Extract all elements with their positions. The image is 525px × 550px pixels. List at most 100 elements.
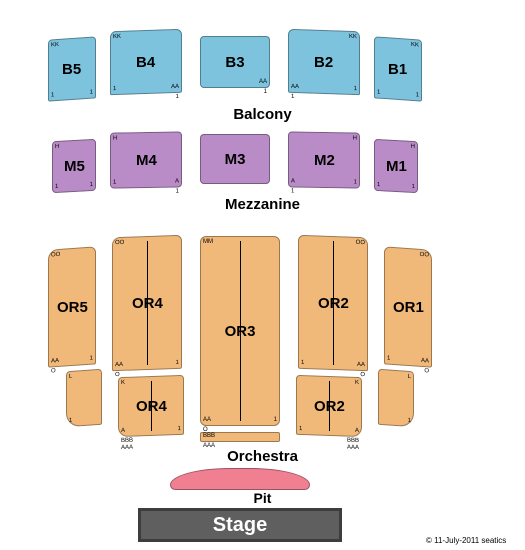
row-marker: BBB: [203, 433, 215, 439]
section-orchestra_lower-0[interactable]: L1: [66, 369, 102, 428]
orchestra-tier-label: Orchestra: [227, 448, 298, 465]
row-marker: O: [360, 372, 365, 378]
row-marker: AA: [259, 79, 267, 85]
section-M2[interactable]: M2HA11: [288, 131, 360, 188]
row-marker: A: [355, 428, 359, 434]
aisle-line: [329, 381, 330, 431]
row-marker: MM: [203, 239, 213, 245]
row-marker: 1: [377, 182, 380, 188]
row-marker: OO: [420, 252, 429, 259]
row-marker: BBB: [347, 438, 359, 444]
section-label: M4: [136, 152, 157, 169]
row-marker: A: [291, 178, 295, 184]
aisle-line: [240, 241, 241, 421]
row-marker: 1: [408, 418, 411, 424]
section-OR3[interactable]: OR3MMAA1O: [200, 236, 280, 426]
section-label: M3: [225, 151, 246, 168]
section-label: OR5: [57, 299, 88, 316]
row-marker: OO: [356, 240, 365, 246]
row-marker: 1: [113, 180, 116, 186]
row-marker: H: [55, 144, 59, 150]
row-marker: 1: [178, 426, 181, 432]
section-OR1[interactable]: OR1OO1AAO: [384, 246, 432, 367]
row-marker: H: [411, 144, 415, 150]
row-marker: O: [424, 368, 429, 374]
aisle-line: [151, 381, 152, 431]
row-marker: 1: [416, 92, 419, 98]
aisle-line: [333, 241, 334, 365]
section-B2[interactable]: B2KKAA11: [288, 29, 360, 96]
section-orchestra_lower-2[interactable]: BBBAAA: [200, 432, 280, 442]
row-marker: OO: [115, 240, 124, 246]
section-OR4[interactable]: OR4KA1BBBAAA: [118, 375, 184, 437]
section-B3[interactable]: B3AA1: [200, 36, 270, 88]
section-OR2[interactable]: OR2K1ABBBAAA: [296, 375, 362, 437]
row-marker: L: [408, 374, 411, 380]
section-OR4[interactable]: OR4OOAA1O: [112, 235, 182, 371]
pit-section[interactable]: [170, 468, 310, 490]
row-marker: AAA: [347, 445, 359, 451]
row-marker: 1: [301, 360, 304, 366]
row-marker: 1: [90, 356, 93, 362]
row-marker: 1: [51, 92, 54, 98]
section-OR5[interactable]: OR5OOAA1O: [48, 246, 96, 367]
section-orchestra_lower-4[interactable]: L1: [378, 369, 414, 428]
section-label: M5: [64, 158, 85, 175]
row-marker: AA: [421, 358, 429, 365]
row-marker: 1: [291, 94, 294, 100]
row-marker: 1: [176, 94, 179, 100]
section-label: B4: [136, 54, 155, 71]
row-marker: 1: [55, 184, 58, 190]
row-marker: AA: [171, 84, 179, 90]
row-marker: KK: [113, 34, 121, 40]
section-OR2[interactable]: OR2OO1AAO: [298, 235, 368, 371]
pit-label: Pit: [254, 490, 272, 506]
seating-chart: Balcony Mezzanine Orchestra B5KK11B4KK1A…: [0, 0, 525, 550]
section-B4[interactable]: B4KK1AA1: [110, 29, 182, 96]
row-marker: 1: [264, 89, 267, 95]
section-label: M2: [314, 152, 335, 169]
row-marker: KK: [411, 42, 419, 49]
row-marker: OO: [51, 252, 60, 259]
section-M4[interactable]: M4H1A1: [110, 131, 182, 188]
row-marker: KK: [51, 42, 59, 49]
section-B1[interactable]: B1KK11: [374, 36, 422, 101]
row-marker: AA: [357, 362, 365, 368]
row-marker: KK: [349, 34, 357, 40]
row-marker: H: [353, 136, 357, 142]
stage-label: Stage: [213, 514, 267, 537]
row-marker: AAA: [203, 443, 215, 449]
row-marker: 1: [176, 188, 179, 194]
row-marker: 1: [412, 184, 415, 190]
section-label: B2: [314, 54, 333, 71]
row-marker: AA: [203, 417, 211, 423]
row-marker: 1: [69, 418, 72, 424]
row-marker: K: [355, 380, 359, 386]
row-marker: 1: [113, 86, 116, 92]
stage: Stage: [138, 508, 342, 542]
row-marker: 1: [354, 180, 357, 186]
row-marker: 1: [291, 188, 294, 194]
row-marker: 1: [90, 182, 93, 188]
section-label: B3: [225, 54, 244, 71]
row-marker: 1: [274, 417, 277, 423]
row-marker: AA: [115, 362, 123, 368]
row-marker: L: [69, 374, 72, 380]
row-marker: 1: [176, 360, 179, 366]
row-marker: AA: [291, 84, 299, 90]
row-marker: A: [175, 178, 179, 184]
section-M1[interactable]: M1H11: [374, 139, 418, 193]
section-M5[interactable]: M5 H 1 1: [52, 139, 96, 193]
row-marker: O: [51, 368, 56, 374]
row-marker: 1: [299, 426, 302, 432]
row-marker: BBB: [121, 438, 133, 444]
row-marker: K: [121, 380, 125, 386]
section-M3[interactable]: M3: [200, 134, 270, 184]
row-marker: 1: [354, 86, 357, 92]
row-marker: AAA: [121, 445, 133, 451]
balcony-tier-label: Balcony: [233, 106, 291, 123]
row-marker: 1: [387, 356, 390, 362]
row-marker: AA: [51, 358, 59, 365]
row-marker: 1: [90, 90, 93, 96]
section-B5[interactable]: B5KK11: [48, 36, 96, 101]
